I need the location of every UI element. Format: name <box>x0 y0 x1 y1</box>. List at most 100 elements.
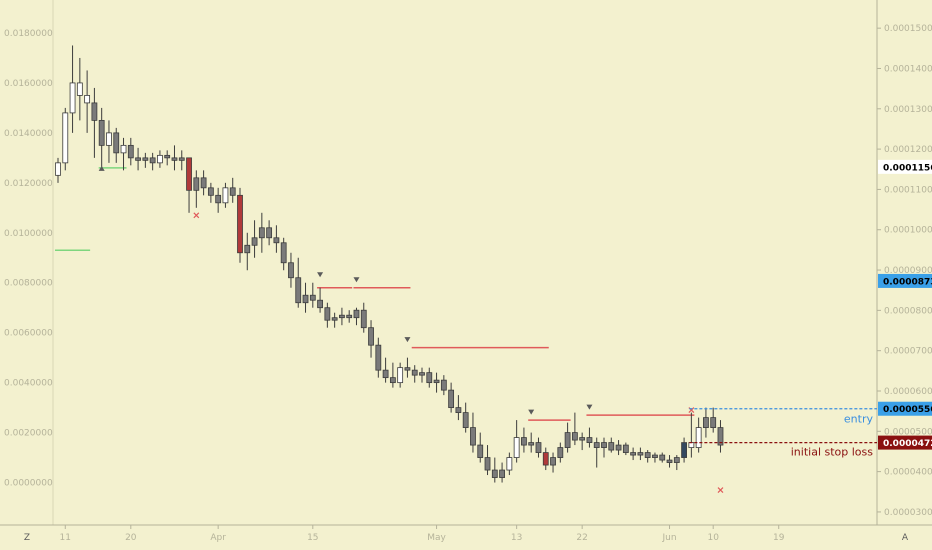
candle-body <box>513 437 520 458</box>
candle <box>404 357 411 378</box>
left-tick-label: 0.0140000 <box>4 129 53 139</box>
candle-body <box>295 277 302 304</box>
right-tick-label: 0.0000300 <box>884 508 932 518</box>
left-price-axis[interactable]: 0.0180000 0.0160000 0.0140000 0.0120000 0.01… <box>4 29 53 489</box>
candle-body <box>506 457 513 471</box>
candle <box>557 442 564 463</box>
candle-body <box>571 432 578 441</box>
candle-body <box>251 237 258 246</box>
candle-body <box>237 194 243 254</box>
candle <box>462 402 469 433</box>
candle <box>62 107 69 171</box>
candle <box>615 440 622 456</box>
price-badges: 0.0001156 0.0000873 0.0000556 0.0000472 <box>878 159 932 450</box>
right-tick-label: 0.0000400 <box>884 468 932 478</box>
right-tick-label: 0.0001300 <box>884 105 932 115</box>
price-badge: 0.0001156 <box>878 159 932 174</box>
candle-body <box>499 469 505 478</box>
left-tick-label: 0.0040000 <box>4 379 53 389</box>
candle <box>295 257 302 308</box>
candle-body <box>339 314 345 319</box>
candle-body <box>91 102 98 121</box>
entry-stop-lines: entry initial stop loss <box>689 408 877 459</box>
candle-body <box>448 389 455 409</box>
candle-body <box>273 237 280 244</box>
price-badge: 0.0000472 <box>878 435 932 450</box>
price-badge-bg <box>878 273 932 288</box>
candle-body <box>433 379 440 384</box>
triangle-down-marker <box>404 337 411 343</box>
candle <box>695 417 702 453</box>
candle <box>470 412 476 453</box>
candle <box>455 395 462 421</box>
candle <box>382 357 389 383</box>
timezone-corner-label[interactable]: Z <box>24 533 30 543</box>
candle-body <box>302 294 309 304</box>
candle-body <box>622 444 629 453</box>
candle-body <box>84 95 91 104</box>
candle-body <box>564 432 571 448</box>
candle <box>346 310 353 323</box>
right-tick-label: 0.0001200 <box>884 145 932 155</box>
candle-body <box>171 157 178 161</box>
candle-body <box>666 459 673 463</box>
candle-body <box>120 144 127 154</box>
candle-body <box>149 157 156 164</box>
candle-body <box>673 457 680 463</box>
candle <box>171 145 178 171</box>
candle-body <box>652 454 658 458</box>
candle <box>164 150 171 166</box>
candle <box>215 187 222 213</box>
candle <box>506 452 513 476</box>
time-axis[interactable]: 11 20 Apr 15 May 13 22 Jun 10 19 <box>60 525 785 543</box>
candle <box>237 187 243 263</box>
candle-body <box>157 154 163 164</box>
price-badge: 0.0000873 <box>878 273 932 288</box>
candle <box>375 337 382 378</box>
candle-body <box>317 299 323 309</box>
time-tick-label: 19 <box>773 533 785 543</box>
candle-body <box>695 427 702 448</box>
right-tick-label: 0.0000500 <box>884 427 932 437</box>
candle-body <box>382 369 389 379</box>
candle-body <box>426 372 433 384</box>
candle <box>331 312 338 328</box>
candle-body <box>644 452 651 458</box>
price-badge-bg <box>878 159 932 174</box>
candle-body <box>346 314 353 319</box>
candle-body <box>411 369 418 376</box>
price-badge-label: 0.0000556 <box>883 405 932 415</box>
candle-body <box>710 417 717 428</box>
auto-scale-button[interactable]: A <box>902 533 909 543</box>
right-tick-label: 0.0001500 <box>884 24 932 34</box>
candle <box>440 375 447 396</box>
candle <box>157 150 163 168</box>
candle <box>244 232 251 271</box>
candle-body <box>542 452 549 466</box>
candle <box>360 302 367 333</box>
candle <box>142 152 149 168</box>
candle <box>76 57 83 121</box>
candle <box>120 137 127 171</box>
candle-body <box>593 442 600 448</box>
candle <box>608 437 615 453</box>
candle-body <box>135 157 141 161</box>
entry-label: entry <box>844 413 874 426</box>
candle-body <box>419 372 425 376</box>
left-tick-label: 0.0020000 <box>4 429 53 439</box>
candle-body <box>288 262 294 279</box>
left-tick-label: 0.0120000 <box>4 179 53 189</box>
price-badge-bg <box>878 435 932 450</box>
candle-body <box>215 194 222 204</box>
right-price-axis[interactable]: 0.0001500 0.0001400 0.0001300 0.0001200 0.00… <box>877 24 932 518</box>
candle-body <box>659 454 666 461</box>
candle-body <box>178 157 185 161</box>
candle <box>309 282 316 308</box>
candle <box>491 457 498 483</box>
candle <box>98 107 105 171</box>
candle-body <box>470 427 476 446</box>
right-tick-label: 0.0001000 <box>884 226 932 236</box>
